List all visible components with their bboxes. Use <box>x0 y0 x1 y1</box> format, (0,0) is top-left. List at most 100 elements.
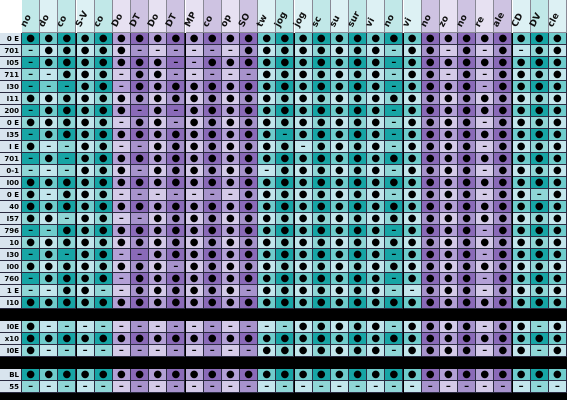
cell: ● <box>76 201 95 213</box>
cell: ● <box>494 369 513 381</box>
cell: ● <box>203 225 222 237</box>
cell: ● <box>312 345 331 357</box>
cell: – <box>22 105 41 117</box>
cell: – <box>167 321 186 333</box>
cell: ● <box>112 225 131 237</box>
cell: ● <box>458 249 477 261</box>
cell: ● <box>349 261 368 273</box>
cell: ● <box>22 333 41 345</box>
cell: ● <box>149 141 168 153</box>
cell: – <box>58 249 77 261</box>
header-cell <box>94 0 113 33</box>
cell: ● <box>221 105 240 117</box>
cell: ● <box>367 273 386 285</box>
cell: ● <box>530 129 549 141</box>
cell: ● <box>403 369 422 381</box>
cell: ● <box>367 237 386 249</box>
cell: – <box>167 381 186 393</box>
cell: – <box>476 225 495 237</box>
cell: – <box>294 381 313 393</box>
cell: ● <box>112 369 131 381</box>
cell: ● <box>548 369 567 381</box>
cell: ● <box>258 237 277 249</box>
cell: – <box>40 189 59 201</box>
cell: ● <box>76 69 95 81</box>
cell: ● <box>240 57 259 69</box>
cell: – <box>221 381 240 393</box>
cell: ● <box>494 225 513 237</box>
cell: ● <box>349 201 368 213</box>
cell: ● <box>458 153 477 165</box>
row-label: I0E <box>0 345 22 357</box>
cell: ● <box>40 333 59 345</box>
cell: – <box>185 45 204 57</box>
row-label: I30 <box>0 81 22 93</box>
cell: – <box>131 381 150 393</box>
row-label: BL <box>0 369 22 381</box>
cell: ● <box>548 345 567 357</box>
header-cell <box>385 0 404 33</box>
cell: ● <box>548 225 567 237</box>
cell: ● <box>312 213 331 225</box>
cell: ● <box>494 93 513 105</box>
cell: – <box>367 381 386 393</box>
cell: ● <box>185 33 204 45</box>
cell: – <box>403 381 422 393</box>
cell: – <box>131 45 150 57</box>
cell: ● <box>458 285 477 297</box>
header-cell <box>476 0 495 33</box>
cell: ● <box>330 165 349 177</box>
cell: – <box>167 105 186 117</box>
cell: ● <box>258 69 277 81</box>
cell: ● <box>112 105 131 117</box>
cell: ● <box>421 297 440 309</box>
cell: ● <box>385 153 404 165</box>
cell: ● <box>149 33 168 45</box>
cell: ● <box>439 345 458 357</box>
cell: ● <box>294 201 313 213</box>
cell: ● <box>40 237 59 249</box>
cell: ● <box>58 225 77 237</box>
cell: ● <box>167 93 186 105</box>
cell: ● <box>439 225 458 237</box>
cell: ● <box>312 273 331 285</box>
cell: ● <box>330 261 349 273</box>
cell: ● <box>349 93 368 105</box>
cell: ● <box>330 153 349 165</box>
cell: ● <box>367 69 386 81</box>
cell: ● <box>421 45 440 57</box>
cell: ● <box>312 189 331 201</box>
cell: ● <box>185 237 204 249</box>
cell: – <box>203 189 222 201</box>
cell: ● <box>403 81 422 93</box>
cell: ● <box>367 261 386 273</box>
cell: ● <box>349 345 368 357</box>
row-label: I00 <box>0 261 22 273</box>
cell: ● <box>149 105 168 117</box>
cell: – <box>221 345 240 357</box>
cell: ● <box>512 237 531 249</box>
cell: ● <box>294 33 313 45</box>
cell: ● <box>421 369 440 381</box>
cell: ● <box>276 237 295 249</box>
cell: ● <box>258 201 277 213</box>
cell: ● <box>240 141 259 153</box>
cell: ● <box>131 369 150 381</box>
row-label: 0 E <box>0 33 22 45</box>
cell: ● <box>476 369 495 381</box>
cell: ● <box>221 273 240 285</box>
cell: ● <box>548 261 567 273</box>
header-cell <box>203 0 222 33</box>
cell: ● <box>276 153 295 165</box>
cell: ● <box>403 225 422 237</box>
cell: ● <box>367 333 386 345</box>
cell: ● <box>330 321 349 333</box>
cell: ● <box>494 69 513 81</box>
cell: ● <box>221 93 240 105</box>
cell: ● <box>421 153 440 165</box>
cell: – <box>131 213 150 225</box>
cell: ● <box>185 141 204 153</box>
cell: ● <box>494 237 513 249</box>
cell: ● <box>185 261 204 273</box>
